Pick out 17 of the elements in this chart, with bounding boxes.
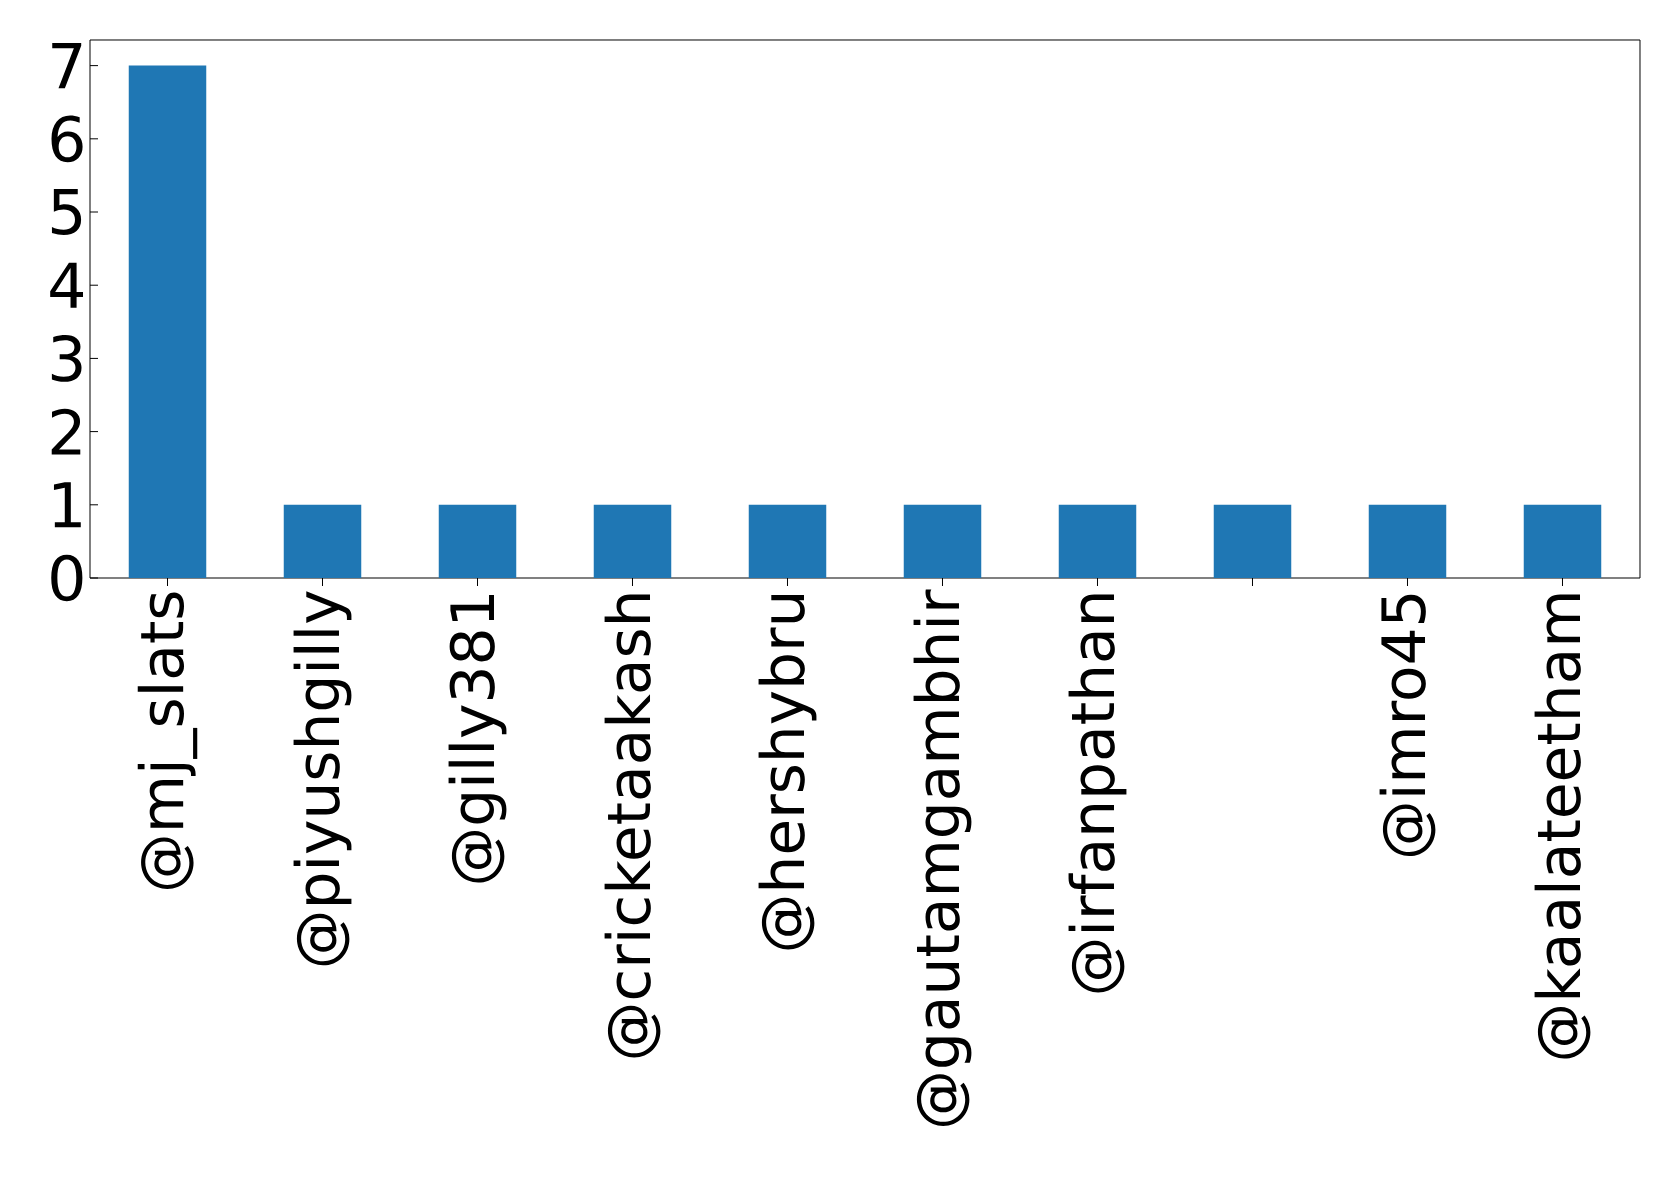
y-tick-label: 4: [50, 262, 84, 308]
x-tick-label: @irfanpathan: [1068, 594, 1127, 993]
x-tick-label: @hershybru: [758, 594, 817, 950]
y-tick-label: 1: [53, 482, 81, 528]
y-tick-label: 6: [51, 115, 83, 163]
y-tick-label: 2: [51, 408, 81, 455]
y-tick-label: 0: [51, 554, 83, 602]
y-tick-label: 3: [51, 335, 82, 382]
x-tick-label: @imro45: [1379, 594, 1436, 857]
x-tick-label: @cricketaakash: [604, 594, 661, 1058]
x-tick-label: @kaalateetham: [1534, 594, 1591, 1059]
x-tick-label: @gautamgambhir: [913, 589, 972, 1126]
x-tick-label: @gilly381: [448, 595, 507, 883]
x-tick-label: @mj_slats: [137, 592, 198, 890]
x-tick-label: @piyushgilly: [293, 591, 352, 966]
y-tick-label: 5: [51, 189, 82, 235]
y-tick-label: 7: [52, 43, 82, 89]
